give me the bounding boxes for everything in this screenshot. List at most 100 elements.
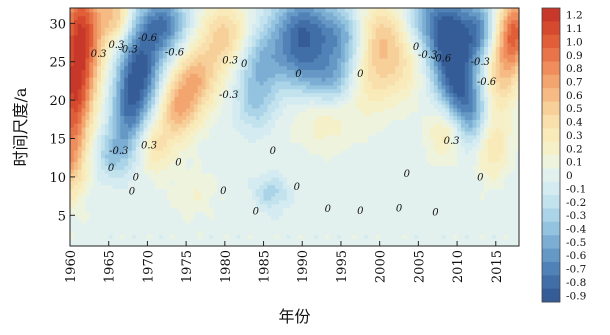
heatmap-cell [259,69,265,74]
heatmap-cell [143,54,149,59]
heatmap-cell [77,242,83,247]
heatmap-cell [151,173,156,178]
heatmap-cell [228,34,234,40]
heatmap-cell [329,196,334,201]
heatmap-cell [356,111,361,117]
heatmap-cell [186,96,191,101]
heatmap-cell [259,169,265,174]
heatmap-cell [81,119,87,124]
heatmap-cell [263,196,268,201]
heatmap-cell [186,73,191,78]
heatmap-cell [344,65,350,71]
heatmap-cell [352,100,358,105]
heatmap-cell [321,238,327,243]
heatmap-cell [77,69,83,74]
heatmap-cell [89,150,94,155]
heatmap-cell [81,207,87,213]
heatmap-cell [151,11,156,17]
heatmap-cell [135,111,141,117]
heatmap-cell [279,157,284,163]
heatmap-cell [201,11,207,17]
heatmap-cell [139,176,145,182]
heatmap-cell [279,138,284,143]
heatmap-cell [271,176,276,182]
heatmap-cell [224,184,230,190]
heatmap-cell [340,153,346,159]
heatmap-cell [344,61,350,67]
heatmap-cell [224,111,230,117]
heatmap-cell [251,115,257,120]
heatmap-cell [108,84,114,90]
heatmap-cell [325,23,330,28]
heatmap-cell [178,11,183,17]
heatmap-cell [143,31,149,36]
heatmap-cell [255,207,261,213]
heatmap-cell [356,127,361,132]
heatmap-cell [139,23,145,28]
heatmap-cell [143,165,149,170]
heatmap-cell [371,196,377,201]
heatmap-cell [356,54,361,59]
heatmap-cell [81,77,87,82]
heatmap-cell [306,230,311,236]
heatmap-cell [73,107,79,113]
heatmap-cell [275,57,280,63]
heatmap-cell [364,8,369,13]
heatmap-cell [340,196,346,201]
heatmap-cell [116,119,121,124]
heatmap-cell [85,100,90,105]
heatmap-cell [352,238,358,243]
heatmap-cell [224,80,230,86]
heatmap-cell [271,238,276,243]
heatmap-cell [267,242,272,247]
heatmap-cell [309,111,315,117]
heatmap-cell [306,207,311,213]
heatmap-cell [73,111,79,117]
heatmap-cell [364,42,369,47]
heatmap-cell [93,34,98,40]
heatmap-cell [128,77,133,82]
heatmap-cell [279,8,284,13]
heatmap-cell [166,61,172,67]
heatmap-cell [77,50,83,55]
heatmap-cell [93,192,98,197]
heatmap-cell [240,238,245,243]
heatmap-cell [251,226,257,232]
heatmap-cell [205,146,210,151]
heatmap-cell [325,222,330,228]
heatmap-cell [352,130,358,136]
heatmap-cell [197,146,203,151]
heatmap-cell [321,188,327,193]
heatmap-cell [178,153,183,159]
heatmap-cell [290,100,296,105]
heatmap-cell [321,50,327,55]
heatmap-cell [279,119,284,124]
heatmap-cell [251,96,257,101]
heatmap-cell [263,61,268,67]
heatmap-cell [290,165,296,170]
heatmap-cell [135,77,141,82]
heatmap-cell [151,127,156,132]
heatmap-cell [329,115,334,120]
heatmap-cell [155,184,160,190]
heatmap-cell [232,238,238,243]
heatmap-cell [360,211,365,216]
heatmap-cell [100,165,106,170]
heatmap-cell [85,34,90,40]
heatmap-cell [302,161,307,166]
heatmap-cell [228,176,234,182]
heatmap-cell [348,242,354,247]
heatmap-cell [209,111,214,117]
heatmap-cell [116,92,121,97]
heatmap-cell [240,115,245,120]
heatmap-cell [159,203,164,209]
heatmap-cell [112,127,118,132]
heatmap-cell [306,150,311,155]
heatmap-cell [325,142,330,147]
heatmap-cell [131,123,137,128]
heatmap-cell [251,8,257,13]
heatmap-cell [348,19,354,24]
heatmap-cell [182,115,187,120]
heatmap-cell [189,130,195,136]
heatmap-cell [108,207,114,213]
